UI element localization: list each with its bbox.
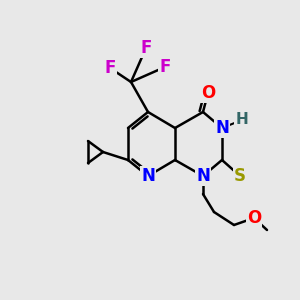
Text: O: O xyxy=(247,209,261,227)
Text: S: S xyxy=(234,167,246,185)
Text: N: N xyxy=(196,167,210,185)
Text: F: F xyxy=(140,39,152,57)
Text: N: N xyxy=(215,119,229,137)
Text: F: F xyxy=(159,58,171,76)
Text: H: H xyxy=(236,112,248,128)
Text: F: F xyxy=(104,59,116,77)
Text: N: N xyxy=(141,167,155,185)
Text: O: O xyxy=(201,84,215,102)
